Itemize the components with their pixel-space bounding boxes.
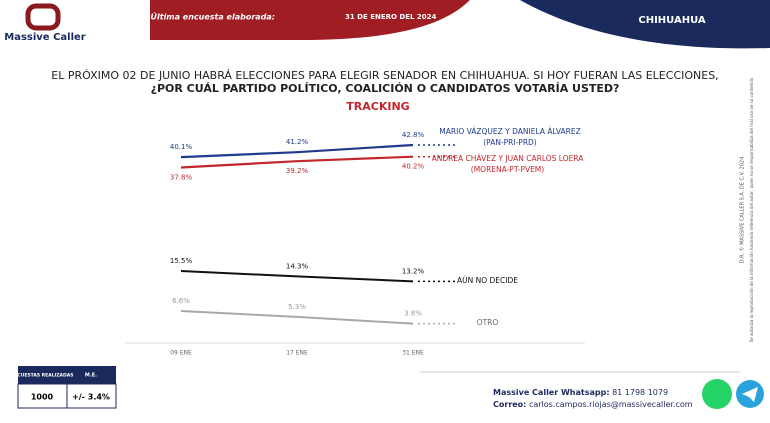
table-header-cell: M.E.: [85, 373, 97, 379]
title-bold: ¿POR CUÁL PARTIDO POLÍTICO, COALICIÓN O …: [150, 82, 620, 95]
data-label: 37.8%: [170, 174, 193, 182]
email: Correo: carlos.campos.riojas@massivecall…: [493, 400, 693, 409]
region: CHIHUAHUA: [638, 15, 706, 26]
data-label: 40.2%: [402, 163, 425, 171]
logo: [25, 3, 61, 31]
whatsapp: Massive Caller Whatsapp: 81 1798 1079: [493, 388, 668, 397]
data-label: 39.2%: [286, 167, 309, 175]
last-survey-label: Última encuesta elaborada:: [150, 11, 275, 22]
whatsapp-number: 81 1798 1079: [612, 388, 668, 397]
data-label: 40.1%: [170, 143, 193, 151]
legend-entry: MARIO VÁZQUEZ Y DANIELA ÁLVAREZ (PAN-PRI…: [439, 127, 581, 147]
x-tick-label: 09 ENE: [170, 350, 192, 357]
whatsapp-label: Massive Caller Whatsapp:: [493, 388, 610, 397]
x-tick-label: 17 ENE: [286, 350, 308, 357]
header-band: [150, 0, 470, 40]
email-address: carlos.campos.riojas@massivecaller.com: [529, 400, 693, 409]
region-band: [520, 0, 770, 49]
copyright: D.R. © MASSIVE CALLER S.A. DE C.V. 2024: [739, 157, 746, 264]
table-header-cell: ENCUESTAS REALIZADAS: [11, 373, 74, 379]
data-label: 6.6%: [172, 297, 190, 305]
brand: Massive Caller: [4, 32, 86, 43]
series-line: [180, 310, 414, 325]
last-survey-date: 31 DE ENERO DEL 2024: [345, 13, 437, 21]
email-label: Correo:: [493, 400, 526, 409]
data-label: 3.8%: [404, 310, 422, 318]
chart-title: EL PRÓXIMO 02 DE JUNIO HABRÁ ELECCIONES …: [40, 69, 730, 95]
legend-entry: ANDREA CHÁVEZ Y JUAN CARLOS LOERA (MOREN…: [431, 154, 584, 174]
title-text: EL PRÓXIMO 02 DE JUNIO HABRÁ ELECCIONES …: [51, 69, 719, 82]
legend-entry: OTRO: [476, 318, 499, 327]
data-label: 13.2%: [402, 267, 425, 275]
series-line: [180, 155, 414, 169]
telegram-glyph: [742, 387, 758, 402]
table-cell: 1000: [31, 393, 54, 402]
data-label: 15.5%: [170, 257, 193, 265]
data-label: 41.2%: [286, 138, 309, 146]
legend-entry: AÚN NO DECIDE: [457, 276, 518, 285]
data-label: 5.3%: [288, 303, 306, 311]
data-label: 14.3%: [286, 262, 309, 270]
x-tick-label: 31 ENE: [402, 350, 424, 357]
series-line: [180, 270, 414, 283]
data-label: 42.8%: [402, 131, 425, 139]
table-cell: +/- 3.4%: [72, 393, 110, 402]
subtitle: TRACKING: [346, 100, 409, 113]
whatsapp-icon: [702, 379, 732, 409]
notice: Se autoriza la reproducción de la inform…: [749, 77, 754, 342]
series-line: [180, 143, 414, 159]
